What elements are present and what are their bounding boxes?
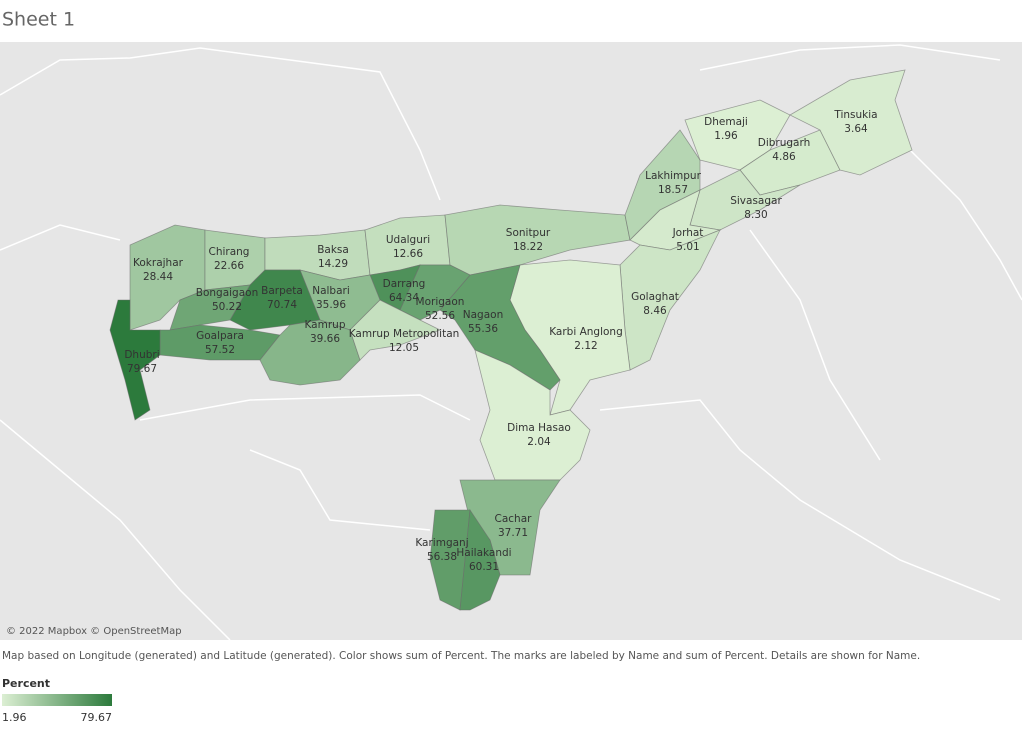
- district-name: Bongaigaon: [196, 287, 258, 299]
- district-labels: Kokrajhar 28.44 Chirang 22.66 Baksa 14.29 Udal…: [124, 109, 877, 573]
- district-name: Nalbari: [312, 285, 350, 297]
- district-value: 35.96: [316, 299, 346, 311]
- district-name: Darrang: [383, 278, 426, 290]
- district: [259, 319, 361, 386]
- district-value: 2.12: [574, 340, 597, 352]
- caption: Map based on Longitude (generated) and L…: [2, 650, 920, 662]
- district-value: 79.67: [127, 363, 157, 375]
- district-name: Sonitpur: [506, 227, 551, 239]
- district-value: 14.29: [318, 258, 348, 270]
- district-name: Lakhimpur: [645, 170, 701, 182]
- district-value: 5.01: [676, 241, 699, 253]
- district: [439, 264, 561, 391]
- district-value: 64.34: [389, 292, 419, 304]
- basemap-borders: [0, 44, 1023, 641]
- district: [459, 508, 501, 611]
- district-value: 3.64: [844, 123, 868, 135]
- district-name: Kamrup: [304, 319, 345, 331]
- legend-max: 79.67: [81, 711, 113, 724]
- district: [349, 299, 441, 361]
- district-value: 56.38: [427, 551, 457, 563]
- district-value: 4.86: [772, 151, 796, 163]
- district-name: Dibrugarh: [758, 137, 811, 149]
- district-name: Kamrup Metropolitan: [349, 328, 460, 340]
- district-value: 12.05: [389, 342, 419, 354]
- district-value: 2.04: [527, 436, 551, 448]
- district-name: Hailakandi: [456, 547, 511, 559]
- district-name: Morigaon: [416, 296, 465, 308]
- district-value: 50.22: [212, 301, 242, 313]
- district-value: 37.71: [498, 527, 528, 539]
- district-value: 39.66: [310, 333, 340, 345]
- district-value: 18.22: [513, 241, 543, 253]
- district-value: 60.31: [469, 561, 499, 573]
- district-name: Chirang: [209, 246, 250, 258]
- district-value: 12.66: [393, 248, 423, 260]
- district-value: 57.52: [205, 344, 235, 356]
- district-value: 70.74: [267, 299, 297, 311]
- legend-title: Percent: [2, 677, 50, 690]
- district-name: Karbi Anglong: [549, 326, 623, 338]
- district-name: Goalpara: [196, 330, 244, 342]
- district-value: 22.66: [214, 260, 244, 272]
- district-value: 18.57: [658, 184, 688, 196]
- districts: [109, 69, 913, 611]
- district-name: Udalguri: [386, 234, 430, 246]
- legend-min: 1.96: [2, 711, 27, 724]
- district: [789, 69, 913, 176]
- district-name: Cachar: [495, 513, 533, 525]
- district-value: 52.56: [425, 310, 455, 322]
- district-name: Nagaon: [463, 309, 503, 321]
- district-name: Baksa: [317, 244, 349, 256]
- legend-ramp: [2, 694, 112, 706]
- district: [109, 299, 161, 421]
- district-name: Jorhat: [672, 227, 704, 239]
- sheet-title: Sheet 1: [2, 9, 75, 31]
- district-value: 28.44: [143, 271, 173, 283]
- district-name: Kokrajhar: [133, 257, 184, 269]
- district-name: Dima Hasao: [507, 422, 571, 434]
- district-name: Karimganj: [415, 537, 468, 549]
- district-name: Dhemaji: [704, 116, 748, 128]
- district-value: 8.46: [643, 305, 667, 317]
- district-value: 55.36: [468, 323, 498, 335]
- district-name: Dhubri: [124, 349, 159, 361]
- district-name: Barpeta: [261, 285, 303, 297]
- district-value: 1.96: [714, 130, 738, 142]
- district-name: Golaghat: [631, 291, 679, 303]
- district-name: Tinsukia: [833, 109, 877, 121]
- district-value: 8.30: [744, 209, 767, 221]
- district-name: Sivasagar: [730, 195, 782, 207]
- district: [474, 349, 591, 481]
- attribution: © 2022 Mapbox © OpenStreetMap: [6, 626, 182, 637]
